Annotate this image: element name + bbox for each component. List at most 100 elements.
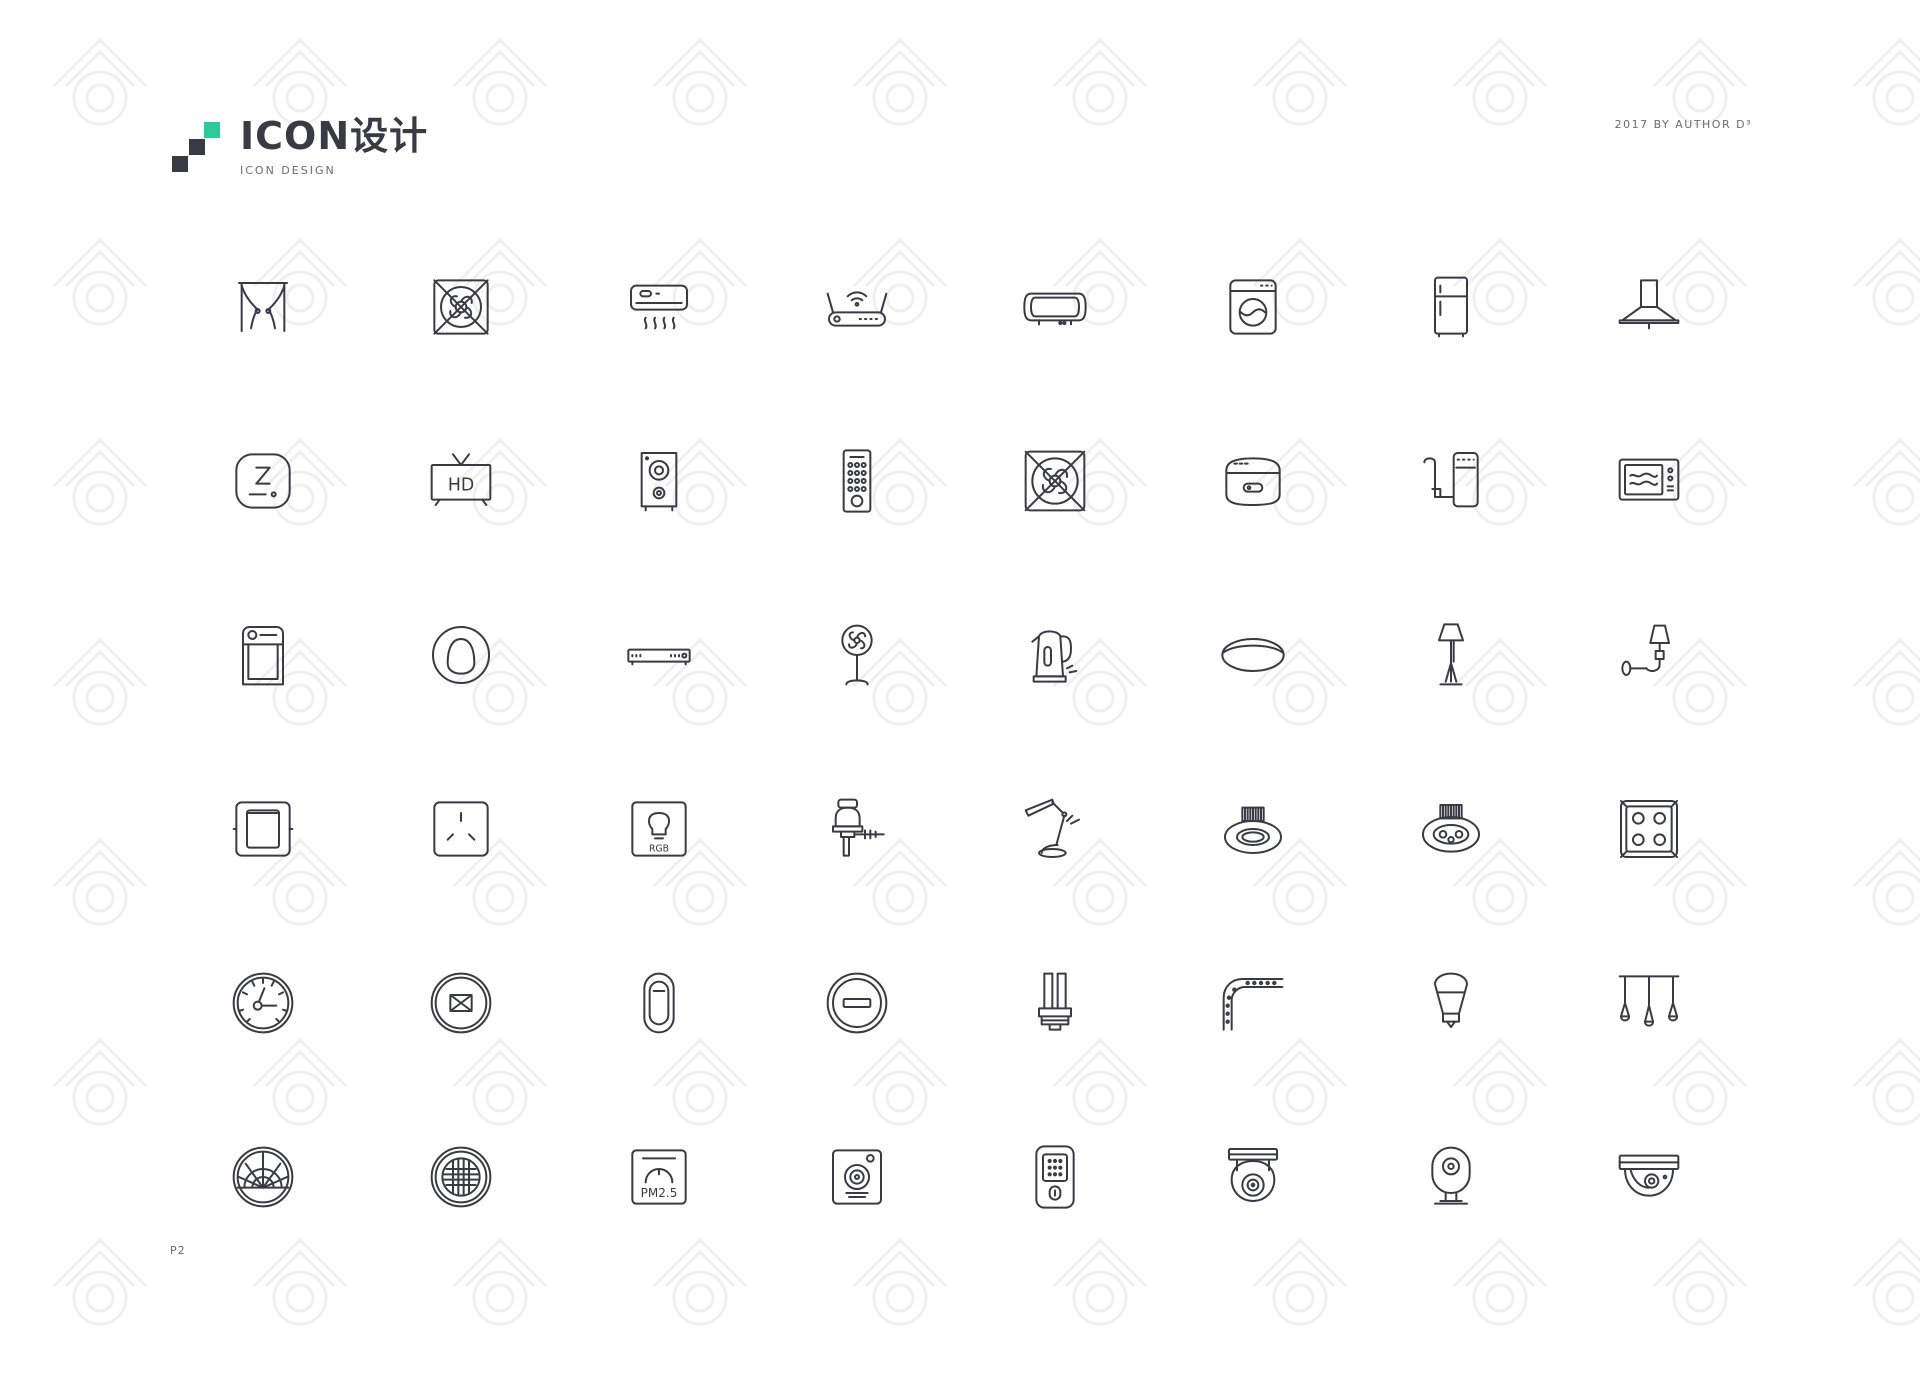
icon-cell <box>1154 742 1352 916</box>
light-strip-icon <box>1221 971 1285 1035</box>
fan-grille-icon <box>429 275 493 339</box>
exhaust-fan-icon <box>1023 449 1087 513</box>
webcam-icon <box>1419 1145 1483 1209</box>
icon-cell <box>362 1090 560 1264</box>
set-top-box-icon <box>627 623 691 687</box>
ceiling-light-icon <box>1221 623 1285 687</box>
dehumidifier-icon <box>231 623 295 687</box>
icon-cell <box>758 568 956 742</box>
wifi-router-icon <box>825 275 889 339</box>
air-purifier-icon <box>429 1145 493 1209</box>
watermark-mark <box>1852 238 1920 326</box>
watermark-mark <box>52 1038 148 1126</box>
watermark-mark <box>452 38 548 126</box>
wall-lamp-icon <box>1617 623 1681 687</box>
watermark-mark <box>1852 1238 1920 1326</box>
icon-cell <box>956 916 1154 1090</box>
watermark-mark <box>1852 38 1920 126</box>
energy-saving-bulb-icon <box>1023 971 1087 1035</box>
power-socket-icon <box>429 797 493 861</box>
watermark-mark <box>1652 38 1748 126</box>
page-number: P2 <box>170 1244 186 1257</box>
electric-kettle-icon <box>1023 623 1087 687</box>
icon-cell <box>758 394 956 568</box>
icon-cell <box>758 916 956 1090</box>
watermark-mark <box>52 638 148 726</box>
icon-cell <box>956 742 1154 916</box>
watermark-mark <box>652 38 748 126</box>
hd-label: HD <box>448 475 474 495</box>
smart-lock-icon <box>1023 1145 1087 1209</box>
standing-fan-icon <box>825 623 889 687</box>
author-credit: 2017 BY AUTHOR D³ <box>1614 118 1752 131</box>
icon-cell <box>560 568 758 742</box>
wireless-button-icon <box>825 971 889 1035</box>
icon-cell <box>164 568 362 742</box>
icon-cell <box>1154 394 1352 568</box>
icon-cell <box>1154 1090 1352 1264</box>
thermostat-dial-icon <box>231 971 295 1035</box>
robot-vacuum-icon <box>429 623 493 687</box>
icon-cell <box>164 1090 362 1264</box>
icon-cell <box>758 220 956 394</box>
icon-cell <box>1550 742 1748 916</box>
downlight-icon <box>1221 797 1285 861</box>
spotlight-icon <box>1419 797 1483 861</box>
icon-cell <box>164 916 362 1090</box>
watermark-mark <box>1252 38 1348 126</box>
door-sensor-icon <box>429 971 493 1035</box>
microwave-icon <box>1617 449 1681 513</box>
icon-grid: HD <box>164 220 1812 1264</box>
hd-tv-icon: HD <box>429 449 493 513</box>
watermark-mark <box>52 838 148 926</box>
icon-cell <box>956 220 1154 394</box>
rgb-label: RGB <box>649 844 669 855</box>
icon-cell: HD <box>362 394 560 568</box>
watermark-mark <box>1852 1038 1920 1126</box>
watermark-mark <box>52 1238 148 1326</box>
dome-camera-icon <box>1617 1145 1681 1209</box>
refrigerator-icon <box>1419 275 1483 339</box>
icon-cell: PM2.5 <box>560 1090 758 1264</box>
icon-cell <box>758 1090 956 1264</box>
brand-logo-icon <box>172 122 220 172</box>
icon-cell <box>1352 1090 1550 1264</box>
watermark-mark <box>852 38 948 126</box>
watermark-mark <box>1852 838 1920 926</box>
icon-cell <box>164 220 362 394</box>
page-title: ICON设计 <box>240 114 429 158</box>
icon-cell <box>362 568 560 742</box>
curtain-icon <box>231 275 295 339</box>
multi-socket-icon <box>1617 797 1681 861</box>
icon-cell <box>1550 568 1748 742</box>
icon-cell <box>1352 742 1550 916</box>
speaker-icon <box>627 449 691 513</box>
icon-cell <box>758 742 956 916</box>
icon-cell <box>560 220 758 394</box>
icon-cell <box>362 742 560 916</box>
watermark-mark <box>252 38 348 126</box>
security-camera-icon <box>1221 1145 1285 1209</box>
icon-cell <box>362 220 560 394</box>
icon-cell <box>560 394 758 568</box>
air-conditioner-icon <box>627 275 691 339</box>
icon-cell <box>164 394 362 568</box>
icon-cell <box>1154 916 1352 1090</box>
smart-bulb-icon <box>1419 971 1483 1035</box>
watermark-mark <box>1052 38 1148 126</box>
water-purifier-icon <box>1419 449 1483 513</box>
wall-switch-icon <box>231 797 295 861</box>
icon-cell <box>1550 916 1748 1090</box>
pm25-label: PM2.5 <box>641 1186 678 1200</box>
icon-cell <box>560 916 758 1090</box>
smoke-detector-icon <box>231 1145 295 1209</box>
icon-cell <box>1550 394 1748 568</box>
page-subtitle: ICON DESIGN <box>240 164 336 177</box>
rice-cooker-icon <box>1221 449 1285 513</box>
icon-cell <box>956 394 1154 568</box>
watermark-mark <box>52 38 148 126</box>
icon-cell <box>1550 1090 1748 1264</box>
icon-cell: RGB <box>560 742 758 916</box>
icon-cell <box>1154 568 1352 742</box>
washing-machine-icon <box>1221 275 1285 339</box>
